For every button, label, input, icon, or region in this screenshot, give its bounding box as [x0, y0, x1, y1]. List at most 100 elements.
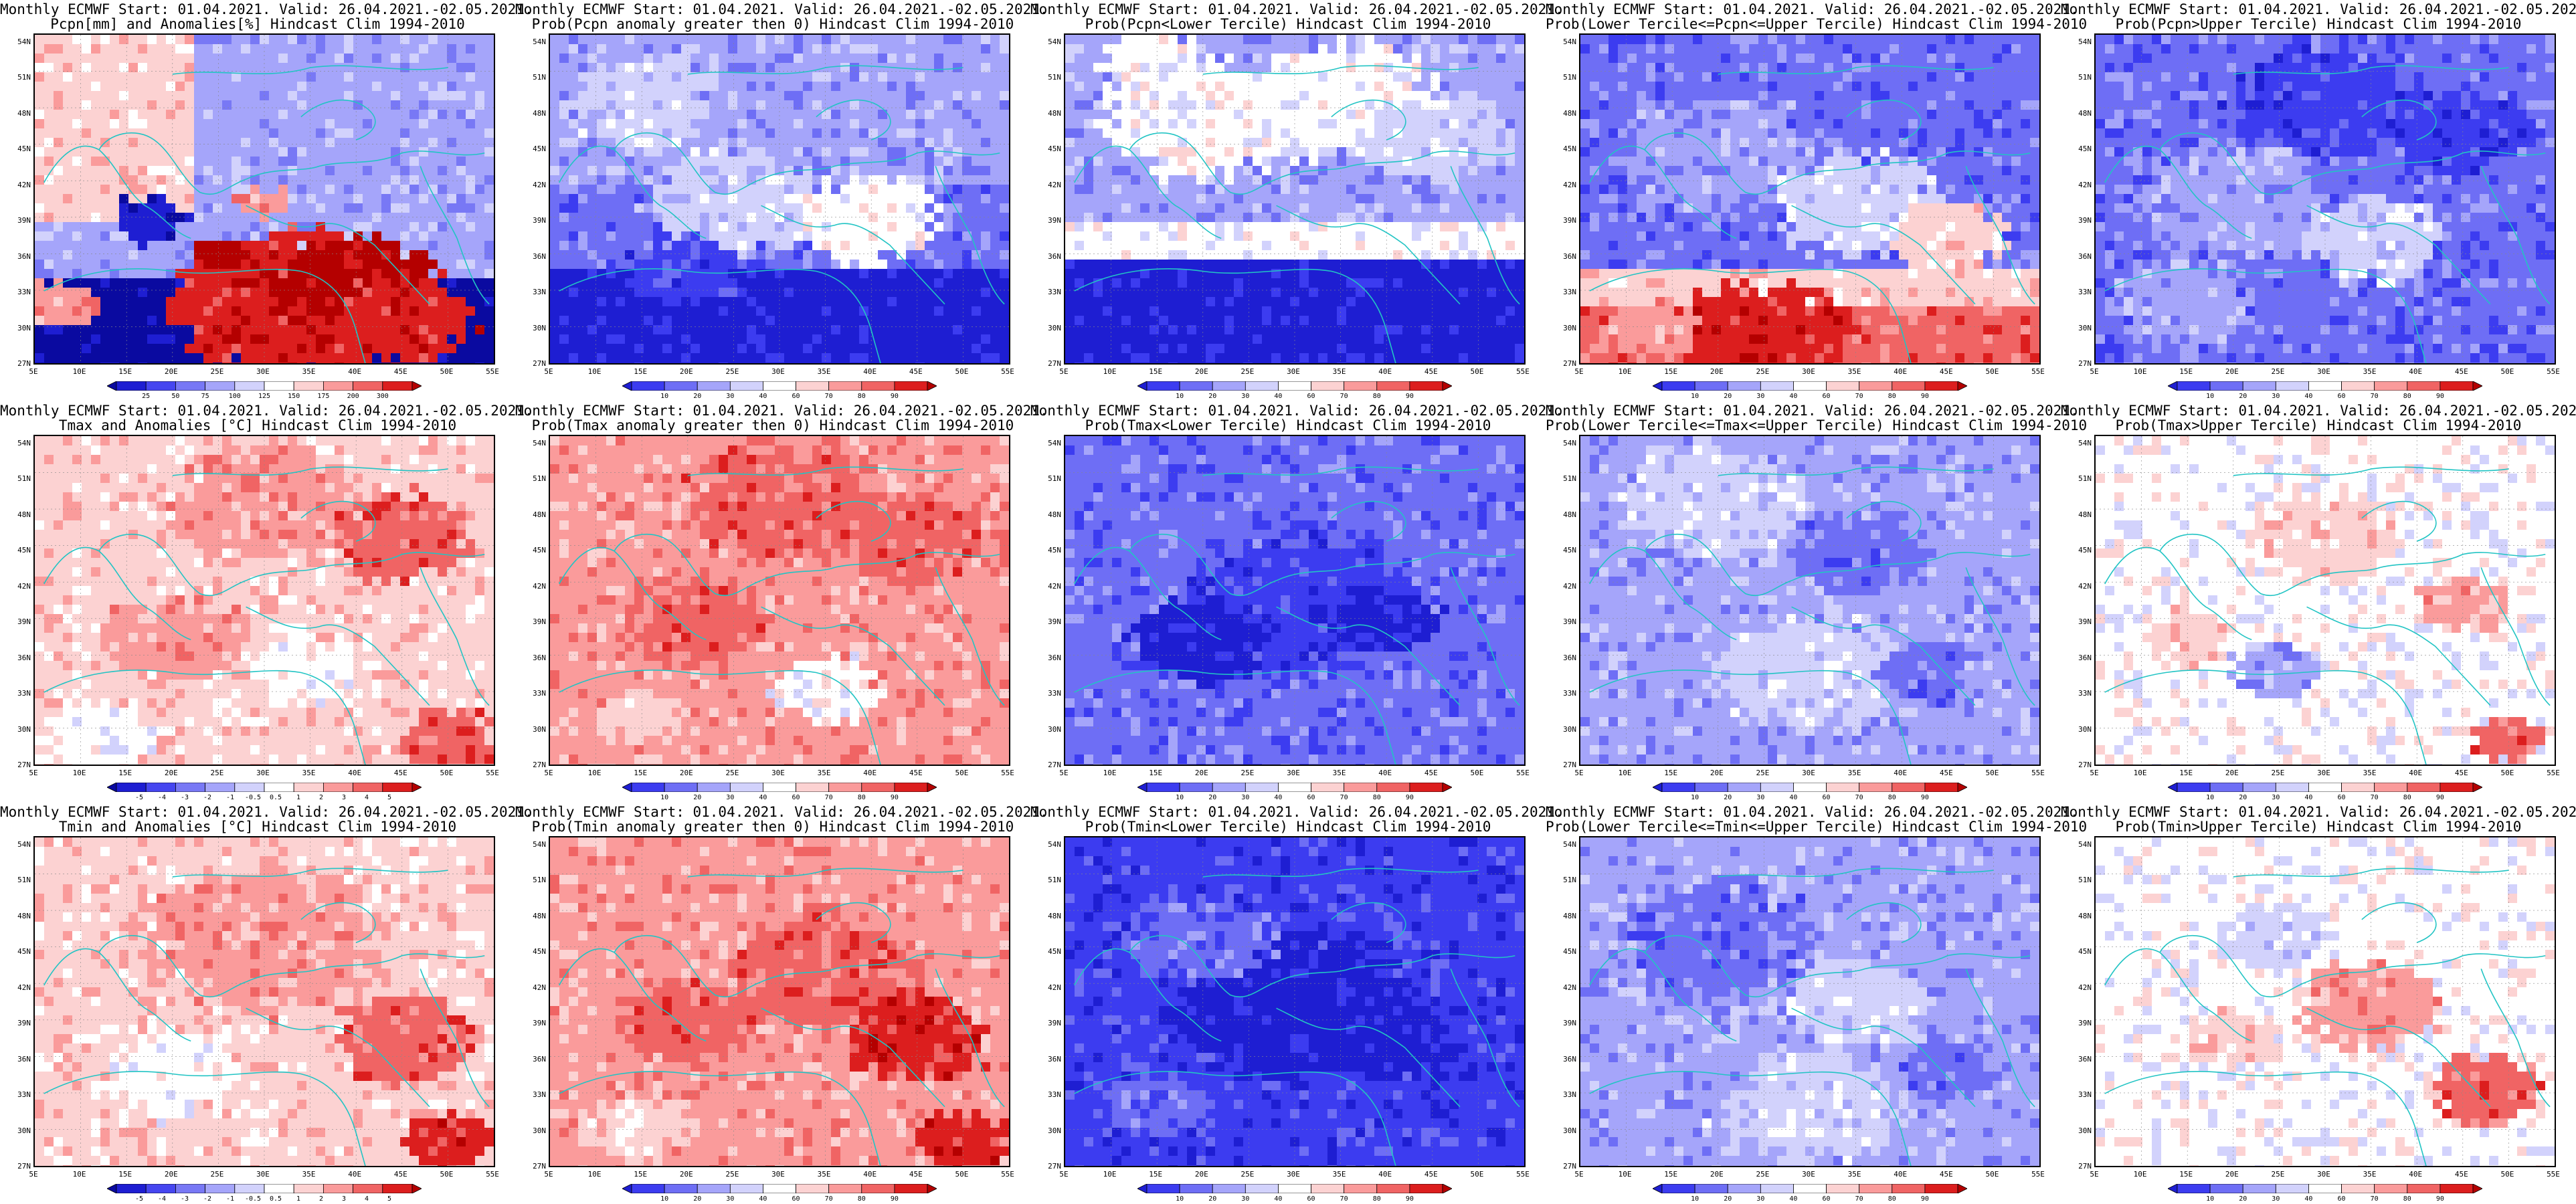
colorbar-tick-label: 40 [1781, 393, 1805, 400]
colorbar-swatch [1212, 1184, 1246, 1193]
longitude-label: 55E [1509, 1170, 1536, 1179]
latitude-label: 42N [1041, 582, 1061, 591]
colorbar-min-arrow [622, 1184, 632, 1193]
colorbar-tick-label: 90 [883, 794, 907, 801]
colorbar-tick-label: -0.5 [241, 1195, 265, 1203]
map-frame [33, 836, 495, 1167]
colorbar-swatch [861, 1184, 895, 1193]
coastline [1203, 66, 1479, 74]
coastline [1075, 269, 1396, 363]
coastline [816, 100, 891, 140]
colorbar-swatch [1311, 783, 1345, 792]
colorbar-tick-label: 1 [286, 794, 310, 801]
colorbar-min-arrow [622, 783, 632, 792]
colorbar-swatch [1146, 1184, 1180, 1193]
latitude-label: 42N [526, 582, 546, 591]
longitude-label: 15E [1142, 1170, 1169, 1179]
latitude-label: 51N [1041, 876, 1061, 884]
coastline [246, 553, 485, 581]
colorbar-swatch [2374, 1184, 2408, 1193]
colorbar-tick-label: -0.5 [241, 794, 265, 801]
colorbar-min-arrow [2168, 381, 2178, 391]
latitude-label: 54N [1556, 840, 1576, 849]
latitude-label: 48N [11, 510, 31, 519]
colorbar-tick-label: 175 [311, 393, 335, 400]
longitude-label: 25E [1234, 769, 1261, 777]
latitude-label: 33N [1041, 288, 1061, 296]
colorbar-swatch [353, 381, 383, 391]
longitude-label: 15E [1142, 367, 1169, 376]
colorbar-swatch [1760, 1184, 1794, 1193]
colorbar [622, 783, 937, 792]
coastline [44, 1072, 365, 1166]
longitude-label: 25E [2264, 769, 2291, 777]
latitude-label: 54N [11, 439, 31, 447]
coastline [559, 146, 707, 238]
panel-title-line1: Monthly ECMWF Start: 01.04.2021. Valid: … [0, 804, 533, 820]
longitude-label: 20E [158, 367, 185, 376]
colorbar-swatch [894, 783, 928, 792]
panel-title-line1: Monthly ECMWF Start: 01.04.2021. Valid: … [1030, 1, 1564, 17]
latitude-label: 48N [1556, 109, 1576, 118]
longitude-label: 45E [903, 769, 929, 777]
colorbar-swatch [664, 381, 698, 391]
longitude-label: 20E [2219, 1170, 2245, 1179]
longitude-label: 40E [856, 1170, 883, 1179]
longitude-label: 50E [433, 367, 460, 376]
colorbar-tick-label: 70 [817, 794, 841, 801]
latitude-label: 27N [1041, 761, 1061, 769]
coastline [1451, 969, 1520, 1106]
forecast-map-panel: Monthly ECMWF Start: 01.04.2021. Valid: … [1030, 803, 1564, 1204]
colorbar [2168, 381, 2482, 391]
coastline [1966, 166, 2035, 304]
latitude-label: 27N [526, 1162, 546, 1171]
coastline [246, 954, 485, 982]
colorbar-tick-label: 2 [309, 794, 333, 801]
latitude-label: 51N [526, 474, 546, 483]
colorbar-tick-label: 60 [1815, 1195, 1839, 1203]
colorbar-swatch [2275, 1184, 2309, 1193]
coastline [1792, 607, 1975, 705]
latitude-label: 48N [1556, 912, 1576, 920]
longitude-label: 55E [2025, 1170, 2051, 1179]
panel-title-line2: Tmax and Anomalies [°C] Hindcast Clim 19… [0, 417, 515, 433]
coastline [2105, 670, 2426, 765]
colorbar-swatch [1344, 381, 1378, 391]
colorbar-tick-label: 20 [685, 794, 709, 801]
colorbar-swatch [1859, 381, 1893, 391]
longitude-label: 45E [387, 769, 414, 777]
longitude-label: 40E [1887, 367, 1914, 376]
coastline [1451, 567, 1520, 705]
coastline [761, 607, 945, 705]
coastline [935, 166, 1004, 304]
forecast-map-panel: Monthly ECMWF Start: 01.04.2021. Valid: … [2061, 0, 2576, 401]
longitude-label: 40E [1372, 769, 1398, 777]
coastline [688, 66, 963, 74]
latitude-label: 30N [11, 725, 31, 734]
colorbar-swatch [1924, 381, 1958, 391]
latitude-label: 48N [526, 109, 546, 118]
coastline [1129, 936, 1277, 997]
latitude-label: 30N [526, 1126, 546, 1135]
latitude-label: 54N [1041, 439, 1061, 447]
colorbar-swatch [729, 1184, 763, 1193]
colorbar-tick-label: 40 [1266, 393, 1290, 400]
colorbar-min-arrow [1137, 783, 1147, 792]
colorbar-tick-label: 80 [850, 794, 874, 801]
colorbar-tick-label: 20 [1200, 393, 1224, 400]
latitude-label: 36N [1556, 654, 1576, 662]
latitude-label: 45N [1556, 546, 1576, 555]
forecast-map-panel: Monthly ECMWF Start: 01.04.2021. Valid: … [1546, 0, 2087, 401]
coastline [1129, 534, 1277, 596]
colorbar-tick-label: 30 [1748, 794, 1772, 801]
latitude-label: 27N [11, 761, 31, 769]
longitude-label: 15E [627, 769, 654, 777]
longitude-label: 10E [1612, 367, 1639, 376]
longitude-label: 10E [66, 1170, 93, 1179]
coastline [614, 133, 761, 195]
forecast-map-panel: Monthly ECMWF Start: 01.04.2021. Valid: … [0, 401, 533, 803]
map-field [2096, 35, 2555, 363]
latitude-label: 36N [2072, 252, 2092, 261]
colorbar-tick-label: 80 [2395, 794, 2419, 801]
longitude-label: 5E [535, 367, 562, 376]
